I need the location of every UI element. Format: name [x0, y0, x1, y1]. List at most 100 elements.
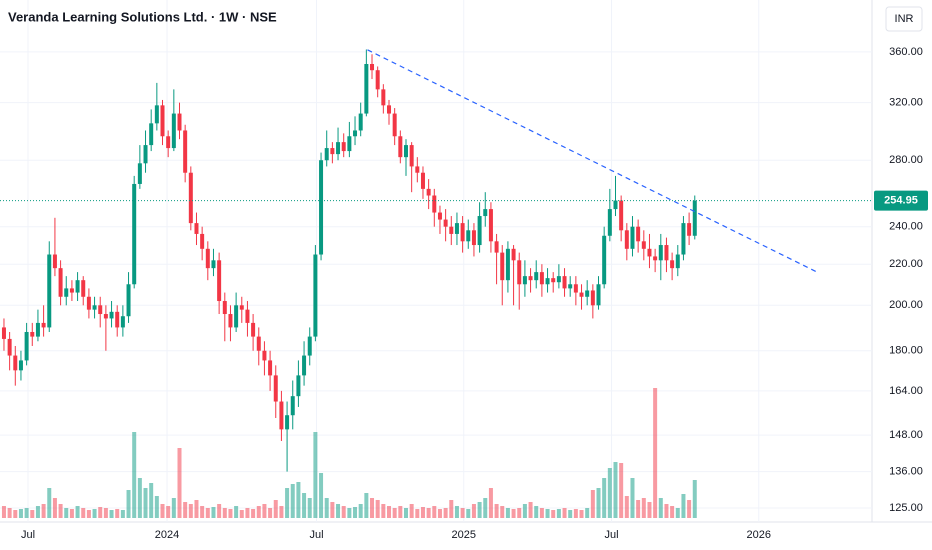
volume-bar — [630, 478, 635, 518]
volume-bar — [585, 508, 590, 518]
volume-bar — [160, 504, 165, 518]
candle-body — [477, 216, 482, 246]
volume-bar — [52, 498, 57, 518]
candle-body — [381, 89, 386, 106]
candle-body — [290, 396, 295, 416]
volume-bar — [7, 508, 12, 518]
plot — [0, 49, 872, 518]
candle-body — [81, 280, 86, 297]
candle-body — [409, 145, 414, 167]
volume-bar — [392, 508, 397, 518]
volume-bar — [313, 432, 318, 518]
volume-bar — [166, 506, 171, 518]
candle-body — [545, 278, 550, 285]
candle-body — [443, 219, 448, 227]
volume-bar — [505, 508, 510, 518]
candle-body — [285, 415, 290, 430]
candle-body — [149, 123, 154, 146]
volume-bar — [200, 506, 205, 518]
volume-bar — [149, 483, 154, 518]
candle-body — [647, 248, 652, 257]
volume-bar — [1, 506, 6, 518]
y-tick-label: 148.00 — [889, 429, 923, 441]
volume-bar — [692, 480, 697, 518]
candle-body — [137, 163, 142, 184]
candle-body — [653, 256, 658, 261]
volume-bar — [341, 506, 346, 518]
candle-body — [7, 338, 12, 356]
volume-bar — [120, 510, 125, 518]
candle-body — [505, 248, 510, 281]
candle-body — [437, 212, 442, 220]
candle-body — [251, 322, 256, 337]
volume-bar — [641, 498, 646, 518]
candle-body — [449, 226, 454, 234]
volume-bar — [268, 508, 273, 518]
candle-body — [52, 254, 57, 269]
last-price-label: 254.95 — [884, 195, 918, 207]
volume-bar — [234, 506, 239, 518]
volume-bar — [596, 488, 601, 518]
candle-body — [47, 254, 52, 328]
candle-body — [517, 260, 522, 285]
candle-body — [432, 195, 437, 213]
volume-bar — [86, 510, 91, 518]
candle-body — [171, 113, 176, 149]
candle-body — [30, 331, 35, 337]
candle-body — [143, 145, 148, 164]
volume-bar — [126, 490, 131, 518]
volume-bar — [460, 508, 465, 518]
volume-bar — [437, 509, 442, 518]
volume-bar — [211, 507, 216, 518]
candle-body — [420, 172, 425, 189]
candle-body — [166, 136, 171, 149]
volume-bar — [41, 504, 46, 518]
candle-body — [511, 248, 516, 261]
volume-bar — [330, 502, 335, 518]
volume-bar — [239, 510, 244, 518]
volume-bar — [273, 500, 278, 518]
candle-body — [41, 322, 46, 328]
volume-bar — [647, 502, 652, 518]
volume-bar — [370, 498, 375, 518]
candle-body — [268, 360, 273, 376]
volume-bar — [409, 504, 414, 518]
candle-body — [454, 223, 459, 234]
chart-title: Veranda Learning Solutions Ltd. · 1W · N… — [8, 9, 277, 24]
candle-body — [319, 160, 324, 255]
candle-body — [624, 230, 629, 249]
volume-bar — [466, 509, 471, 518]
candle-body — [194, 223, 199, 234]
candle-body — [341, 142, 346, 152]
volume-bar — [285, 488, 290, 518]
volume-bar — [302, 493, 307, 518]
candle-body — [585, 290, 590, 297]
x-tick-label: Jul — [309, 529, 323, 541]
candle-body — [330, 148, 335, 155]
candle-body — [109, 311, 114, 319]
candle-body — [239, 305, 244, 310]
volume-bar — [551, 510, 556, 518]
y-tick-label: 240.00 — [889, 221, 923, 233]
currency[interactable]: INR — [895, 13, 914, 25]
y-tick-label: 180.00 — [889, 345, 923, 357]
volume-bar — [420, 507, 425, 518]
candle-body — [296, 375, 301, 397]
volume-bar — [483, 498, 488, 518]
candle-body — [670, 260, 675, 269]
volume-bar — [443, 508, 448, 518]
candle-body — [279, 401, 284, 430]
candle-body — [398, 136, 403, 158]
volume-bar — [488, 488, 493, 518]
volume-bar — [454, 506, 459, 518]
candle-body — [347, 136, 352, 152]
candle-body — [256, 336, 261, 351]
candle-body — [307, 336, 312, 356]
candle-body — [353, 130, 358, 137]
volume-bar — [98, 507, 103, 518]
volume-bar — [81, 508, 86, 518]
volume-bar — [494, 504, 499, 518]
currency-box[interactable] — [885, 6, 923, 32]
